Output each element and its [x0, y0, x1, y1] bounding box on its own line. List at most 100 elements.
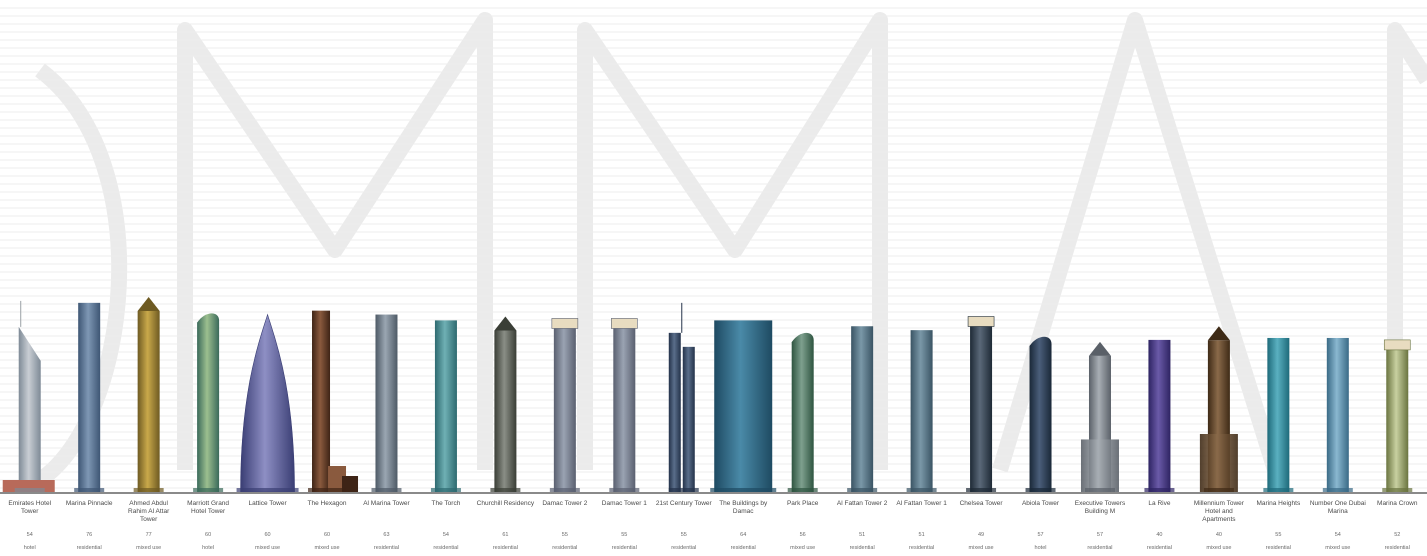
tower-name-label: 21st Century Tower: [655, 500, 712, 507]
tower-use-label: hotel: [1034, 545, 1047, 551]
tower-floors-label: 55: [1275, 532, 1282, 538]
tower-name-label: Emirates Hotel Tower: [8, 500, 52, 515]
tower-floors-label: 52: [1394, 532, 1401, 538]
tower-floors-label: 40: [1215, 532, 1222, 538]
tower-name-label: Park Place: [786, 500, 819, 507]
tower-name-label: Marina Heights: [1256, 500, 1301, 507]
tower-name-label: Damac Tower 2: [542, 500, 588, 507]
tower-22: [1263, 337, 1294, 492]
tower-name-label: Marina Crown: [1377, 500, 1418, 507]
tower-2: [74, 302, 105, 492]
tower-silhouettes: [2, 297, 1413, 492]
tower-name-label: Al Marina Tower: [363, 500, 410, 507]
tower-use-label: mixed use: [136, 545, 162, 551]
tower-use-label: mixed use: [1206, 545, 1232, 551]
tower-9: [490, 316, 521, 492]
tower-floors-label: 64: [740, 532, 747, 538]
tower-4: [193, 313, 224, 492]
tower-floors-label: 77: [145, 532, 152, 538]
tower-use-label: hotel: [202, 545, 215, 551]
tower-floors-label: 57: [1037, 532, 1044, 538]
tower-1: [2, 300, 55, 492]
tower-name-label: La Rive: [1148, 500, 1171, 507]
tower-use-label: residential: [552, 545, 578, 551]
tower-floors-label: 54: [1334, 532, 1341, 538]
tower-use-label: residential: [671, 545, 697, 551]
tower-floors-label: 57: [1096, 532, 1104, 538]
tower-name-label: Marina Pinnacle: [65, 500, 113, 507]
tower-name-label: Churchill Residency: [476, 500, 535, 507]
tower-floors-label: 60: [205, 532, 212, 538]
tower-24: [1382, 339, 1413, 492]
tower-use-label: residential: [76, 545, 102, 551]
tower-floors-label: 51: [859, 532, 866, 538]
tower-use-label: residential: [1265, 545, 1291, 551]
tower-use-label: residential: [611, 545, 637, 551]
tower-name-label: Marriott Grand Hotel Tower: [187, 500, 230, 515]
tower-name-label: The Torch: [431, 500, 461, 507]
tower-name-label: Lattice Tower: [248, 500, 287, 507]
tower-use-label: residential: [849, 545, 875, 551]
tower-floors-label: 60: [323, 532, 331, 538]
tower-10: [549, 318, 580, 492]
tower-use-label: residential: [1087, 545, 1113, 551]
tower-floors-label: 63: [383, 532, 390, 538]
tower-17: [966, 316, 997, 492]
tower-use-label: residential: [492, 545, 518, 551]
tower-23: [1322, 337, 1353, 492]
tower-use-label: residential: [1146, 545, 1172, 551]
tower-floors-label: 76: [86, 532, 93, 538]
tower-12: [668, 302, 699, 492]
tower-13: [710, 320, 777, 492]
tower-floors-label: 49: [978, 532, 985, 538]
tower-name-label: The Buildings by Damac: [719, 500, 768, 515]
tower-use-label: mixed use: [1325, 545, 1351, 551]
tower-use-label: residential: [909, 545, 935, 551]
tower-19: [1080, 341, 1119, 492]
tower-18: [1025, 336, 1056, 492]
tower-use-label: mixed use: [314, 545, 340, 551]
tower-16: [906, 330, 937, 492]
tower-5: [236, 313, 299, 492]
tower-floors-label: 56: [799, 532, 806, 538]
tower-name-label: Number One Dubai Marina: [1309, 500, 1366, 515]
tower-name-label: Millennium Tower Hotel and Apartments: [1193, 500, 1244, 523]
tower-21: [1199, 326, 1238, 492]
tower-use-label: residential: [433, 545, 459, 551]
tower-11: [609, 318, 640, 492]
tower-use-label: residential: [730, 545, 756, 551]
tower-name-label: Al Fattan Tower 1: [896, 500, 947, 507]
tower-14: [787, 332, 818, 492]
tower-floors-label: 54: [26, 532, 33, 538]
tower-8: [430, 320, 461, 492]
tower-floors-label: 40: [1156, 532, 1163, 538]
tower-name-label: Executive Towers Building M: [1074, 500, 1126, 515]
tower-15: [847, 326, 878, 492]
tower-7: [371, 314, 402, 492]
tower-floors-label: 55: [621, 532, 628, 538]
ground-line: [0, 492, 1427, 494]
tower-6: [308, 310, 359, 492]
tower-use-label: residential: [373, 545, 400, 551]
tower-floors-label: 60: [264, 532, 271, 538]
tower-name-label: Al Fattan Tower 2: [836, 500, 888, 507]
tower-name-label: Damac Tower 1: [601, 500, 647, 507]
tower-3: [133, 297, 164, 492]
tower-floors-label: 51: [918, 532, 925, 538]
tower-floors-label: 55: [561, 532, 568, 538]
tower-floors-label: 55: [680, 532, 687, 538]
tower-floors-label: 61: [502, 532, 509, 538]
tower-20: [1144, 339, 1175, 492]
tower-floors-label: 54: [442, 532, 449, 538]
tower-use-label: hotel: [23, 545, 36, 551]
tower-name-label: The Hexagon: [307, 500, 347, 507]
height-gridlines: [0, 7, 1427, 489]
tower-name-label: Abiola Tower: [1021, 500, 1060, 507]
tower-use-label: mixed use: [968, 545, 994, 551]
tower-name-label: Chelsea Tower: [959, 500, 1003, 507]
tower-name-label: Ahmed Abdul Rahim Al Attar Tower: [128, 500, 170, 523]
tower-use-label: residential: [1384, 545, 1410, 551]
tower-use-label: mixed use: [790, 545, 816, 551]
tower-use-label: mixed use: [255, 545, 281, 551]
